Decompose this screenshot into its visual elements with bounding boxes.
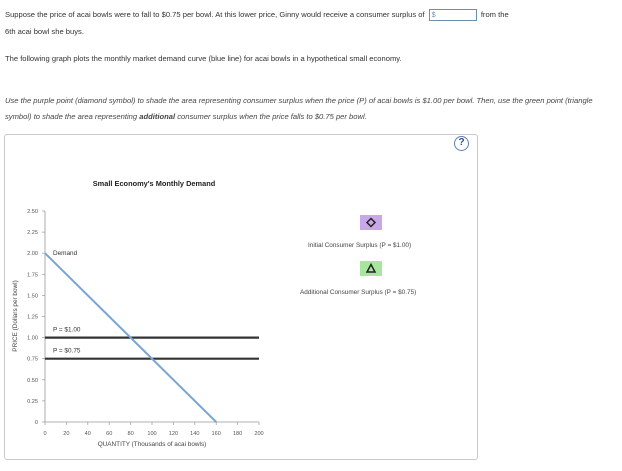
help-icon[interactable]: ? — [454, 136, 469, 151]
x-axis-label: QUANTITY (Thousands of acai bowls) — [98, 441, 207, 448]
x-tick-label: 140 — [190, 431, 199, 437]
x-tick-label: 20 — [63, 431, 69, 437]
purple-diamond-tool[interactable] — [360, 215, 382, 230]
instruction-part2: consumer surplus when the price falls to… — [177, 112, 367, 121]
x-tick-label: 200 — [254, 431, 263, 437]
currency-symbol: $ — [431, 12, 436, 19]
demand-label: Demand — [53, 250, 78, 257]
y-tick-label: 0 — [35, 420, 38, 426]
y-axis-label: PRICE (Dollars per bowl) — [12, 280, 19, 351]
x-tick-label: 180 — [233, 431, 242, 437]
initial-consumer-surplus-label: Initial Consumer Surplus (P = $1.00) — [308, 242, 412, 249]
question-text-after-line2: 6th acai bowl she buys. — [5, 27, 84, 36]
x-tick-label: 120 — [169, 431, 178, 437]
y-tick-label: 0.75 — [27, 357, 38, 363]
intro-text: The following graph plots the monthly ma… — [5, 54, 402, 63]
y-tick-label: 0.50 — [27, 378, 38, 384]
x-tick-label: 160 — [212, 431, 221, 437]
y-tick-label: 2.25 — [27, 230, 38, 236]
graph-panel — [4, 134, 478, 460]
consumer-surplus-answer-input[interactable]: $ — [428, 9, 477, 21]
y-tick-label: 1.50 — [27, 293, 38, 299]
y-axis-ticks: 0 0.25 0.50 0.75 1.00 1.25 1.50 1.75 2.00 2.25 2.5… — [27, 209, 45, 426]
x-tick-label: 60 — [106, 431, 112, 437]
instruction-bold: additional — [139, 112, 176, 121]
demand-curve — [44, 252, 217, 423]
y-tick-label: 0.25 — [27, 399, 38, 405]
x-tick-label: 0 — [43, 431, 46, 437]
price-line-label: P = $1.00 — [53, 327, 81, 334]
triangle-icon — [360, 261, 382, 276]
x-tick-label: 100 — [147, 431, 156, 437]
instruction-part1: Use the purple point (diamond symbol) to… — [5, 96, 593, 121]
x-tick-label: 80 — [127, 431, 133, 437]
question-text-after: from the — [480, 10, 509, 19]
chart-title: Small Economy's Monthly Demand — [93, 179, 216, 188]
y-tick-label: 2.00 — [27, 251, 38, 257]
price-line-label: P = $0.75 — [53, 348, 81, 355]
green-triangle-tool[interactable] — [360, 261, 382, 276]
price-lines: P = $1.00 P = $0.75 — [45, 327, 259, 360]
additional-consumer-surplus-label: Additional Consumer Surplus (P = $0.75) — [300, 289, 417, 296]
y-tick-label: 1.75 — [27, 272, 38, 278]
question-text: Suppose the price of acai bowls were to … — [5, 6, 617, 40]
question-text-before: Suppose the price of acai bowls were to … — [5, 10, 425, 19]
y-tick-label: 1.25 — [27, 315, 38, 321]
y-tick-label: 1.00 — [27, 336, 38, 342]
x-tick-label: 40 — [85, 431, 91, 437]
instruction-text: Use the purple point (diamond symbol) to… — [5, 93, 617, 125]
diamond-icon — [360, 215, 382, 230]
y-tick-label: 2.50 — [27, 209, 38, 215]
x-axis-ticks: 0 20 40 60 80 100 120 140 160 180 200 — [43, 422, 264, 437]
